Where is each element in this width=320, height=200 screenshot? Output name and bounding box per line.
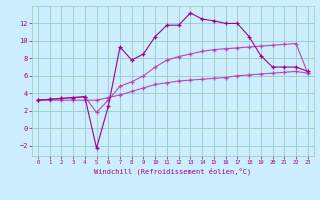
X-axis label: Windchill (Refroidissement éolien,°C): Windchill (Refroidissement éolien,°C) <box>94 168 252 175</box>
